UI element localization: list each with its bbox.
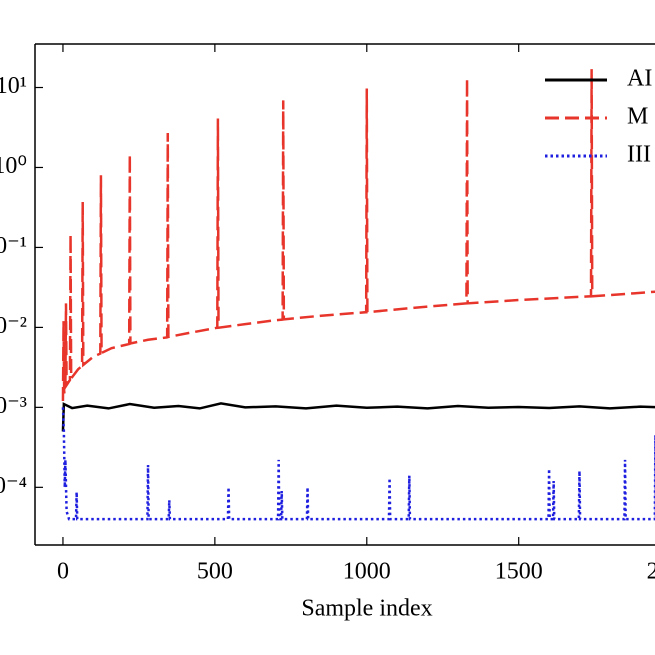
legend-label: M — [627, 104, 648, 130]
plot-area — [61, 69, 655, 521]
x-tick-label: 2000 — [647, 559, 655, 585]
x-tick-label: 500 — [197, 559, 233, 585]
y-tick-label: 10⁻¹ — [0, 233, 27, 259]
x-axis-label: Sample index — [301, 596, 432, 622]
y-tick-label: 10¹ — [0, 73, 27, 99]
y-tick-label: 10⁻⁴ — [0, 473, 27, 499]
y-tick-label: 10⁻² — [0, 313, 27, 339]
series-line — [61, 402, 655, 432]
x-tick-label: 1000 — [343, 559, 391, 585]
x-tick-label: 1500 — [495, 559, 543, 585]
series-line — [61, 407, 655, 521]
y-tick-label: 10⁻³ — [0, 393, 27, 419]
legend-label: III — [627, 142, 651, 168]
x-tick-label: 0 — [57, 559, 69, 585]
series-line — [61, 69, 655, 402]
y-tick-label: 10⁰ — [0, 153, 27, 179]
legend-label: AI — [627, 66, 652, 92]
